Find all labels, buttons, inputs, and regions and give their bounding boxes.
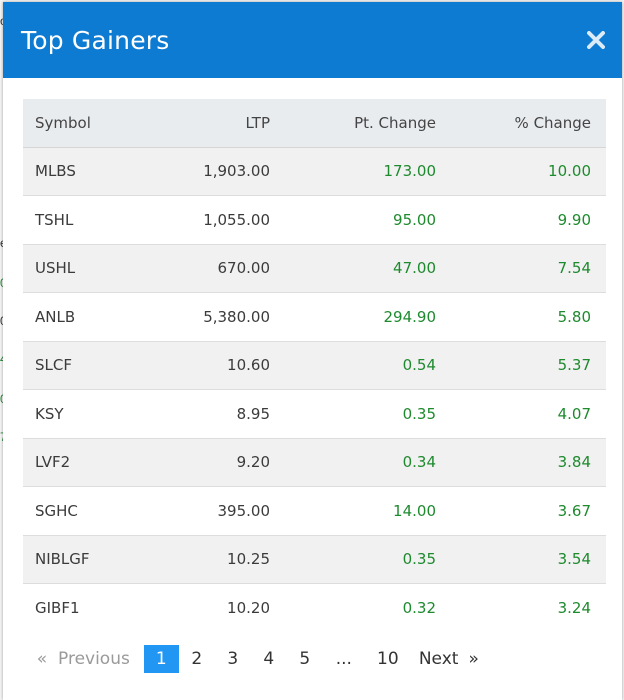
cell-pct-change: 3.67: [436, 486, 606, 536]
pagination: « Previous 1 2 3 4 5 ... 10 Next »: [23, 645, 606, 673]
cell-pct-change: 4.07: [436, 389, 606, 439]
prev-arrow-icon: «: [36, 649, 48, 669]
close-button[interactable]: [584, 28, 608, 52]
cell-symbol[interactable]: SLCF: [23, 341, 173, 390]
cell-ltp: 1,055.00: [173, 195, 270, 245]
cell-pct-change: 3.84: [436, 438, 606, 487]
table-row: TSHL 1,055.00 95.00 9.90: [23, 195, 606, 245]
cell-symbol[interactable]: LVF2: [23, 438, 173, 487]
table-row: KSY 8.95 0.35 4.07: [23, 389, 606, 439]
cell-symbol[interactable]: NIBLGF: [23, 535, 173, 584]
cell-pt-change: 0.32: [270, 583, 436, 632]
page-button-3[interactable]: 3: [227, 649, 239, 669]
next-page-button[interactable]: Next: [418, 649, 459, 669]
page-button-1[interactable]: 1: [143, 645, 179, 673]
cell-pt-change: 294.90: [270, 292, 436, 342]
cell-pt-change: 173.00: [270, 147, 436, 196]
table-header-row: Symbol LTP Pt. Change % Change: [23, 99, 606, 148]
table-row: NIBLGF 10.25 0.35 3.54: [23, 535, 606, 584]
page-button-2[interactable]: 2: [191, 649, 203, 669]
cell-symbol[interactable]: KSY: [23, 389, 173, 439]
top-gainers-modal: Top Gainers Symbol LTP Pt. Change % Chan…: [3, 2, 622, 700]
cell-symbol[interactable]: MLBS: [23, 147, 173, 196]
page-button-5[interactable]: 5: [299, 649, 311, 669]
cell-pct-change: 9.90: [436, 195, 606, 245]
modal-title: Top Gainers: [21, 25, 170, 55]
column-header-pct-change[interactable]: % Change: [436, 99, 606, 148]
page-button-10[interactable]: 10: [377, 649, 399, 669]
cell-ltp: 10.25: [173, 535, 270, 584]
table-row: ANLB 5,380.00 294.90 5.80: [23, 292, 606, 342]
cell-ltp: 395.00: [173, 486, 270, 536]
cell-pt-change: 0.34: [270, 438, 436, 487]
cell-ltp: 9.20: [173, 438, 270, 487]
table-row: SGHC 395.00 14.00 3.67: [23, 486, 606, 536]
column-header-pt-change[interactable]: Pt. Change: [270, 99, 436, 148]
cell-ltp: 670.00: [173, 244, 270, 293]
table-row: SLCF 10.60 0.54 5.37: [23, 341, 606, 390]
column-header-symbol[interactable]: Symbol: [23, 99, 173, 148]
cell-symbol[interactable]: ANLB: [23, 292, 173, 342]
previous-page-button[interactable]: Previous: [58, 649, 130, 669]
cell-ltp: 10.20: [173, 583, 270, 632]
table-row: USHL 670.00 47.00 7.54: [23, 244, 606, 293]
cell-symbol[interactable]: USHL: [23, 244, 173, 293]
cell-symbol[interactable]: GIBF1: [23, 583, 173, 632]
table-row: LVF2 9.20 0.34 3.84: [23, 438, 606, 487]
close-icon: [587, 31, 605, 49]
cell-pt-change: 14.00: [270, 486, 436, 536]
modal-header: Top Gainers: [3, 2, 622, 78]
cell-ltp: 1,903.00: [173, 147, 270, 196]
next-arrow-icon[interactable]: »: [468, 649, 479, 669]
cell-pct-change: 7.54: [436, 244, 606, 293]
cell-pct-change: 3.24: [436, 583, 606, 632]
gainers-table: Symbol LTP Pt. Change % Change MLBS 1,90…: [23, 99, 606, 632]
cell-pct-change: 5.37: [436, 341, 606, 390]
pagination-ellipsis: ...: [335, 649, 352, 669]
modal-body: Symbol LTP Pt. Change % Change MLBS 1,90…: [3, 78, 622, 673]
cell-ltp: 8.95: [173, 389, 270, 439]
cell-symbol[interactable]: SGHC: [23, 486, 173, 536]
table-row: MLBS 1,903.00 173.00 10.00: [23, 147, 606, 196]
cell-pct-change: 10.00: [436, 147, 606, 196]
cell-symbol[interactable]: TSHL: [23, 195, 173, 245]
cell-ltp: 5,380.00: [173, 292, 270, 342]
cell-ltp: 10.60: [173, 341, 270, 390]
table-row: GIBF1 10.20 0.32 3.24: [23, 583, 606, 632]
cell-pt-change: 0.54: [270, 341, 436, 390]
cell-pct-change: 3.54: [436, 535, 606, 584]
cell-pt-change: 0.35: [270, 535, 436, 584]
cell-pct-change: 5.80: [436, 292, 606, 342]
column-header-ltp[interactable]: LTP: [173, 99, 270, 148]
cell-pt-change: 0.35: [270, 389, 436, 439]
page-button-4[interactable]: 4: [263, 649, 275, 669]
cell-pt-change: 95.00: [270, 195, 436, 245]
cell-pt-change: 47.00: [270, 244, 436, 293]
